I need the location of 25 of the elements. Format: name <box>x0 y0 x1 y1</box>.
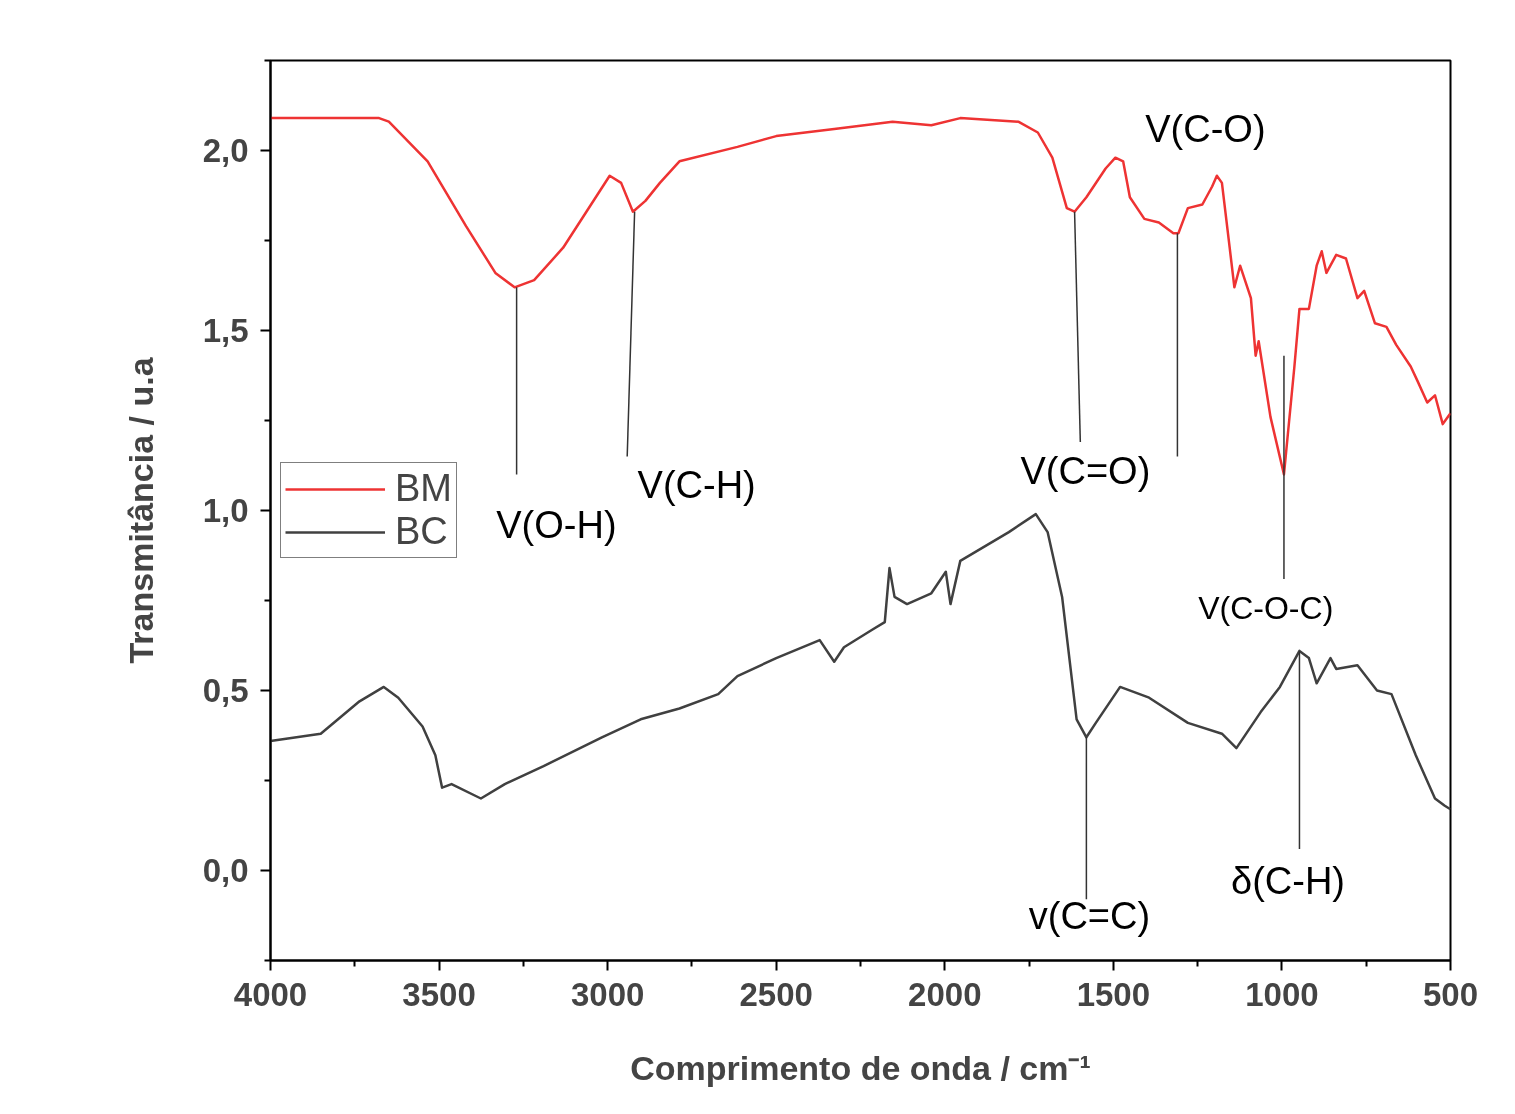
y-tick-label: 1,0 <box>202 492 249 529</box>
annotation: v(C=C) <box>1028 894 1151 937</box>
annotation: V(O-H) <box>496 503 617 546</box>
x-tick-label: 1500 <box>1076 975 1151 1013</box>
x-tick-label: 4000 <box>233 975 308 1013</box>
legend-label: BC <box>395 510 448 553</box>
x-tick-label: 2500 <box>739 975 813 1013</box>
annotation: V(C-O) <box>1145 107 1266 150</box>
x-tick-label: 3500 <box>402 975 476 1013</box>
line-series <box>270 512 1451 811</box>
x-tick-label: 3000 <box>570 975 645 1013</box>
x-tick-label: 500 <box>1422 975 1479 1013</box>
annotation: V(C=O) <box>1020 449 1151 492</box>
annotation: V(C-H) <box>637 464 756 507</box>
annotation: V(C-O-C) <box>1198 589 1334 626</box>
y-tick-label: 1,5 <box>202 312 249 349</box>
y-axis-title: Transmitância / u.a <box>121 356 160 664</box>
legend-label: BM <box>395 467 452 510</box>
annotation: δ(C-H) <box>1231 860 1345 903</box>
x-tick-label: 2000 <box>908 975 982 1013</box>
y-tick-label: 0,0 <box>202 852 249 889</box>
y-tick-label: 2,0 <box>202 132 249 169</box>
y-tick-label: 0,5 <box>202 672 249 709</box>
x-tick-label: 1000 <box>1245 975 1319 1013</box>
x-axis-title: Comprimento de onda / cm⁻¹ <box>630 1048 1091 1087</box>
